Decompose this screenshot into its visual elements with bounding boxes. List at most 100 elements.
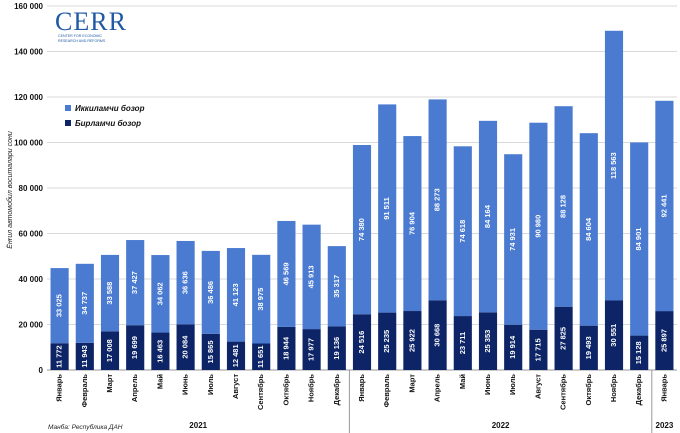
bar-primary (201, 333, 220, 370)
data-label-secondary: 88 273 (433, 188, 442, 211)
x-category-label: Сентябрь (559, 374, 568, 410)
y-axis-label: Ёнғил автомобил воситалари сони (6, 131, 14, 249)
bar-secondary (327, 246, 346, 327)
logo-text: CERR (55, 7, 127, 36)
x-category-label: Август (231, 374, 240, 399)
y-tick-label: 160 000 (14, 2, 43, 11)
y-tick-label: 140 000 (14, 48, 43, 57)
y-tick-label: 80 000 (19, 184, 44, 193)
data-label-primary: 19 493 (584, 336, 593, 359)
logo-subtitle-2: RESEARCH AND REFORMS (58, 39, 106, 43)
x-category-label: Март (407, 374, 416, 393)
bar-primary (554, 306, 573, 370)
x-category-label: Декабрь (634, 374, 643, 406)
data-label-secondary: 74 931 (508, 228, 517, 251)
bar-secondary (630, 142, 649, 336)
bar-secondary (50, 268, 69, 344)
year-group-label: 2022 (492, 421, 510, 430)
bar-secondary (201, 250, 220, 334)
data-label-secondary: 91 511 (382, 197, 391, 220)
data-label-secondary: 41 123 (231, 283, 240, 306)
data-label-secondary: 92 441 (659, 194, 668, 217)
year-group-label: 2023 (656, 421, 674, 430)
legend-label-secondary: Иккиламчи бозор (75, 104, 145, 113)
bar-primary (504, 324, 523, 370)
bar-secondary (302, 224, 321, 330)
x-category-label: Ноябрь (609, 374, 618, 402)
x-category-label: Ноябрь (307, 374, 316, 402)
data-label-primary: 17 977 (307, 338, 316, 361)
bar-secondary (579, 133, 598, 326)
x-category-label: Май (155, 374, 164, 390)
data-label-primary: 18 944 (281, 336, 290, 360)
x-category-label: Май (458, 374, 467, 390)
x-category-label: Декабрь (332, 374, 341, 406)
bar-primary (352, 314, 372, 370)
bar-secondary (504, 154, 523, 325)
bar-primary (529, 329, 548, 370)
data-label-primary: 25 922 (407, 329, 416, 352)
bar-primary (453, 316, 472, 370)
bar-secondary (554, 106, 573, 307)
bar-primary (428, 300, 447, 370)
legend: Иккиламчи бозор Бирламчи бозор (65, 104, 145, 128)
data-label-secondary: 88 128 (559, 195, 568, 218)
bar-secondary (252, 254, 271, 344)
bar-secondary (151, 255, 170, 333)
bar-secondary (126, 240, 145, 326)
data-label-primary: 25 353 (483, 330, 492, 353)
data-label-secondary: 84 901 (634, 228, 643, 251)
x-category-label: Август (533, 374, 542, 399)
x-category-label: Январь (55, 374, 64, 402)
data-label-secondary: 45 913 (307, 265, 316, 288)
bar-primary (655, 311, 674, 370)
data-label-secondary: 37 427 (130, 271, 139, 294)
bar-secondary (75, 263, 94, 343)
y-tick-label: 120 000 (14, 93, 43, 102)
data-label-primary: 19 136 (332, 337, 341, 360)
data-label-primary: 17 715 (533, 338, 542, 361)
bar-primary (604, 300, 624, 370)
y-tick-label: 60 000 (19, 230, 44, 239)
data-label-secondary: 46 569 (281, 262, 290, 285)
bar-primary (630, 335, 649, 370)
y-tick-label: 0 (39, 366, 44, 375)
x-category-label: Март (105, 374, 114, 393)
bar-secondary (428, 99, 447, 301)
logo-subtitle-1: CENTER FOR ECONOMIC (58, 34, 103, 38)
data-label-primary: 23 711 (458, 332, 467, 355)
source-note: Манба: Республика ДАН (48, 423, 123, 431)
legend-label-primary: Бирламчи бозор (75, 119, 141, 128)
y-tick-label: 20 000 (19, 321, 44, 330)
bar-secondary (100, 254, 120, 332)
data-label-secondary: 33 588 (105, 282, 114, 305)
bar-primary (151, 332, 170, 370)
x-category-label: Апрель (130, 374, 139, 402)
data-label-secondary: 74 618 (458, 220, 467, 243)
bar-primary (126, 325, 145, 370)
data-label-secondary: 76 904 (407, 211, 416, 235)
x-category-label: Июль (206, 374, 215, 395)
bar-primary (403, 311, 422, 370)
category-labels: Январь Февраль Март Апрель Май Июнь Июль Август… (55, 374, 669, 410)
x-category-label: Январь (659, 374, 668, 402)
data-label-secondary: 84 604 (584, 217, 593, 241)
x-category-label: Июль (508, 374, 517, 395)
data-label-secondary: 35 317 (332, 275, 341, 298)
legend-swatch-secondary (65, 105, 71, 111)
bar-primary (327, 326, 346, 370)
bar-primary (50, 343, 69, 370)
data-label-primary: 27 825 (559, 327, 568, 350)
data-label-secondary: 90 980 (533, 215, 542, 238)
bar-secondary (478, 120, 498, 313)
bar-primary (579, 325, 598, 370)
data-label-secondary: 84 164 (483, 204, 492, 228)
data-label-primary: 19 914 (508, 335, 517, 359)
data-label-primary: 25 897 (659, 329, 668, 352)
bar-secondary (529, 122, 548, 330)
data-label-primary: 17 008 (105, 339, 114, 362)
data-label-secondary: 38 975 (256, 288, 265, 311)
year-group-label: 2021 (189, 421, 207, 430)
x-category-label: Сентябрь (256, 374, 265, 410)
